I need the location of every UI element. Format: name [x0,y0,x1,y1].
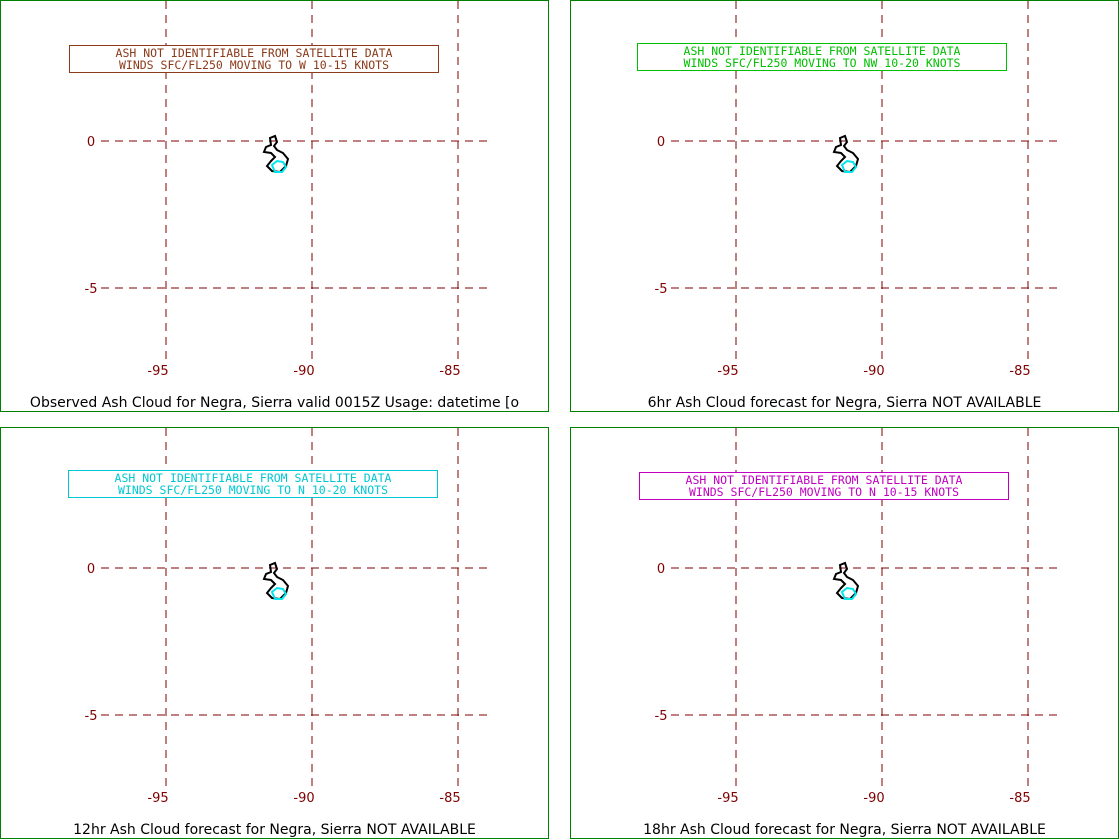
map-panel-6hr: 0 -5 -95 -90 -85 ASH NOT IDENTIFIABLE FROM S… [570,0,1119,412]
lat-label: -5 [655,282,668,297]
notice-line-1: ASH NOT IDENTIFIABLE FROM SATELLITE DATA [683,44,961,58]
lat-label: 0 [87,135,95,150]
notice-line-2: WINDS SFC/FL250 MOVING TO N 10-15 KNOTS [688,485,960,499]
ash-source-outline [270,586,288,600]
notice-line-2: WINDS SFC/FL250 MOVING TO NW 10-20 KNOTS [683,56,961,70]
lat-label: 0 [87,562,95,577]
map-panel-observed: 0 -5 -95 -90 -85 ASH NOT IDENTIFIABLE FROM S… [0,0,549,412]
lon-label: -90 [293,791,314,806]
lon-label: -95 [147,364,168,379]
notice-line-2: WINDS SFC/FL250 MOVING TO W 10-15 KNOTS [118,58,390,72]
ash-source-outline [840,159,858,173]
lon-label: -85 [1009,364,1030,379]
panel-caption: Observed Ash Cloud for Negra, Sierra val… [29,395,520,411]
lon-label: -95 [717,791,738,806]
lon-label: -85 [439,791,460,806]
notice-line-1: ASH NOT IDENTIFIABLE FROM SATELLITE DATA [115,46,393,60]
lat-label: 0 [657,135,665,150]
lon-label: -95 [147,791,168,806]
ash-notice-box: ASH NOT IDENTIFIABLE FROM SATELLITE DATA… [637,43,1007,71]
lon-label: -90 [293,364,314,379]
notice-line-2: WINDS SFC/FL250 MOVING TO N 10-20 KNOTS [117,483,389,497]
lon-label: -95 [717,364,738,379]
lat-label: -5 [85,282,98,297]
lon-label: -90 [863,364,884,379]
ash-notice-box: ASH NOT IDENTIFIABLE FROM SATELLITE DATA… [69,45,439,73]
lon-label: -90 [863,791,884,806]
ash-notice-box: ASH NOT IDENTIFIABLE FROM SATELLITE DATA… [639,472,1009,500]
lat-label: -5 [85,709,98,724]
ash-source-outline [270,159,288,173]
lat-label: -5 [655,709,668,724]
map-panel-12hr: 0 -5 -95 -90 -85 ASH NOT IDENTIFIABLE FROM S… [0,427,549,839]
lat-label: 0 [657,562,665,577]
ash-source-outline [840,586,858,600]
notice-line-1: ASH NOT IDENTIFIABLE FROM SATELLITE DATA [685,473,963,487]
panel-caption: 12hr Ash Cloud forecast for Negra, Sierr… [73,822,476,838]
notice-line-1: ASH NOT IDENTIFIABLE FROM SATELLITE DATA [114,471,392,485]
lon-label: -85 [1009,791,1030,806]
ash-notice-box: ASH NOT IDENTIFIABLE FROM SATELLITE DATA… [68,470,438,498]
panel-caption: 6hr Ash Cloud forecast for Negra, Sierra… [647,395,1042,411]
lon-label: -85 [439,364,460,379]
map-panel-18hr: 0 -5 -95 -90 -85 ASH NOT IDENTIFIABLE FROM S… [570,427,1119,839]
panel-caption: 18hr Ash Cloud forecast for Negra, Sierr… [643,822,1046,838]
